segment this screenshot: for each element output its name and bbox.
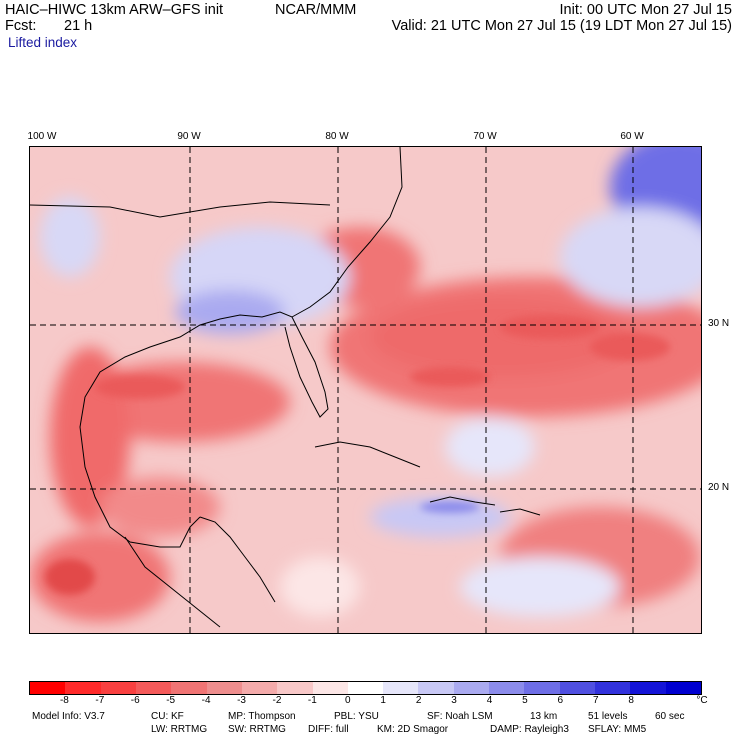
footer-pbl: PBL: YSU — [334, 711, 379, 722]
colorbar-cell — [241, 682, 278, 694]
lat-label-20n: 20 N — [708, 482, 730, 493]
colorbar-cell — [559, 682, 595, 694]
field-detail — [45, 315, 670, 595]
colorbar-cell — [277, 682, 313, 694]
colorbar-cell — [30, 682, 66, 694]
colorbar-cell — [524, 682, 560, 694]
colorbar — [29, 681, 702, 695]
lon-label-70w: 70 W — [473, 131, 497, 142]
colorbar-cell — [65, 682, 101, 694]
lon-label-60w: 60 W — [620, 131, 644, 142]
lon-label-80w: 80 W — [325, 131, 349, 142]
forecast-label: Fcst: — [5, 18, 37, 34]
colorbar-tick-label: -6 — [130, 695, 140, 706]
colorbar-tick-label: 7 — [592, 695, 599, 706]
lifted-index-map — [29, 146, 702, 634]
colorbar-tick-label: -5 — [166, 695, 176, 706]
colorbar-tick-label: -3 — [237, 695, 246, 706]
colorbar-cell — [171, 682, 207, 694]
organization-label: NCAR/MMM — [275, 2, 357, 18]
gridlines — [30, 147, 701, 633]
footer-km: KM: 2D Smagor — [377, 724, 449, 735]
lon-label-100w: 100 W — [27, 131, 57, 142]
footer-damp: DAMP: Rayleigh3 — [490, 724, 569, 735]
footer-sf: SF: Noah LSM — [427, 711, 493, 722]
colorbar-cell — [347, 682, 384, 694]
footer-model-info: Model Info: V3.7 — [32, 711, 105, 722]
colorbar-tick-label: 3 — [451, 695, 457, 706]
footer-levels: 51 levels — [588, 711, 628, 722]
footer-lw: LW: RRTMG — [151, 724, 208, 735]
colorbar-cell — [418, 682, 454, 694]
forecast-hour: 21 h — [64, 18, 93, 34]
colorbar-tick-label: -7 — [95, 695, 105, 706]
colorbar-cell — [630, 682, 666, 694]
footer-diff: DIFF: full — [308, 724, 349, 735]
colorbar-tick-label: -2 — [272, 695, 282, 706]
colorbar-cell — [595, 682, 631, 694]
colorbar-unit: °C — [696, 695, 708, 706]
colorbar-cell — [383, 682, 419, 694]
footer-mp: MP: Thompson — [228, 711, 296, 722]
colorbar-tick-label: 8 — [628, 695, 634, 706]
lon-label-90w: 90 W — [177, 131, 201, 142]
colorbar-cell — [453, 682, 490, 694]
footer-resolution: 13 km — [530, 711, 558, 722]
colorbar-tick-label: -1 — [307, 695, 317, 706]
init-time: Init: 00 UTC Mon 27 Jul 15 — [559, 2, 732, 18]
colorbar-tick-label: -4 — [201, 695, 211, 706]
lat-label-30n: 30 N — [708, 318, 730, 329]
field-name: Lifted index — [8, 35, 78, 50]
colorbar-tick-label: -8 — [59, 695, 69, 706]
colorbar-tick-label: 1 — [380, 695, 386, 706]
footer-sw: SW: RRTMG — [228, 724, 286, 735]
colorbar-tick-label: 4 — [486, 695, 493, 706]
colorbar-tick-label: 0 — [345, 695, 351, 706]
colorbar-cell — [100, 682, 136, 694]
colorbar-tick-label: 2 — [415, 695, 422, 706]
valid-time: Valid: 21 UTC Mon 27 Jul 15 (19 LDT Mon … — [391, 18, 732, 34]
coastlines — [30, 147, 541, 628]
footer-timestep: 60 sec — [655, 711, 685, 722]
model-title: HAIC–HIWC 13km ARW–GFS init — [5, 2, 224, 18]
colorbar-tick-label: 6 — [557, 695, 564, 706]
footer-sflay: SFLAY: MM5 — [588, 724, 647, 735]
colorbar-cell — [312, 682, 348, 694]
colorbar-cell — [206, 682, 242, 694]
colorbar-cell — [665, 682, 701, 694]
colorbar-cell — [489, 682, 525, 694]
colorbar-tick-label: 5 — [522, 695, 528, 706]
footer-cu: CU: KF — [151, 711, 184, 722]
colorbar-cell — [135, 682, 172, 694]
